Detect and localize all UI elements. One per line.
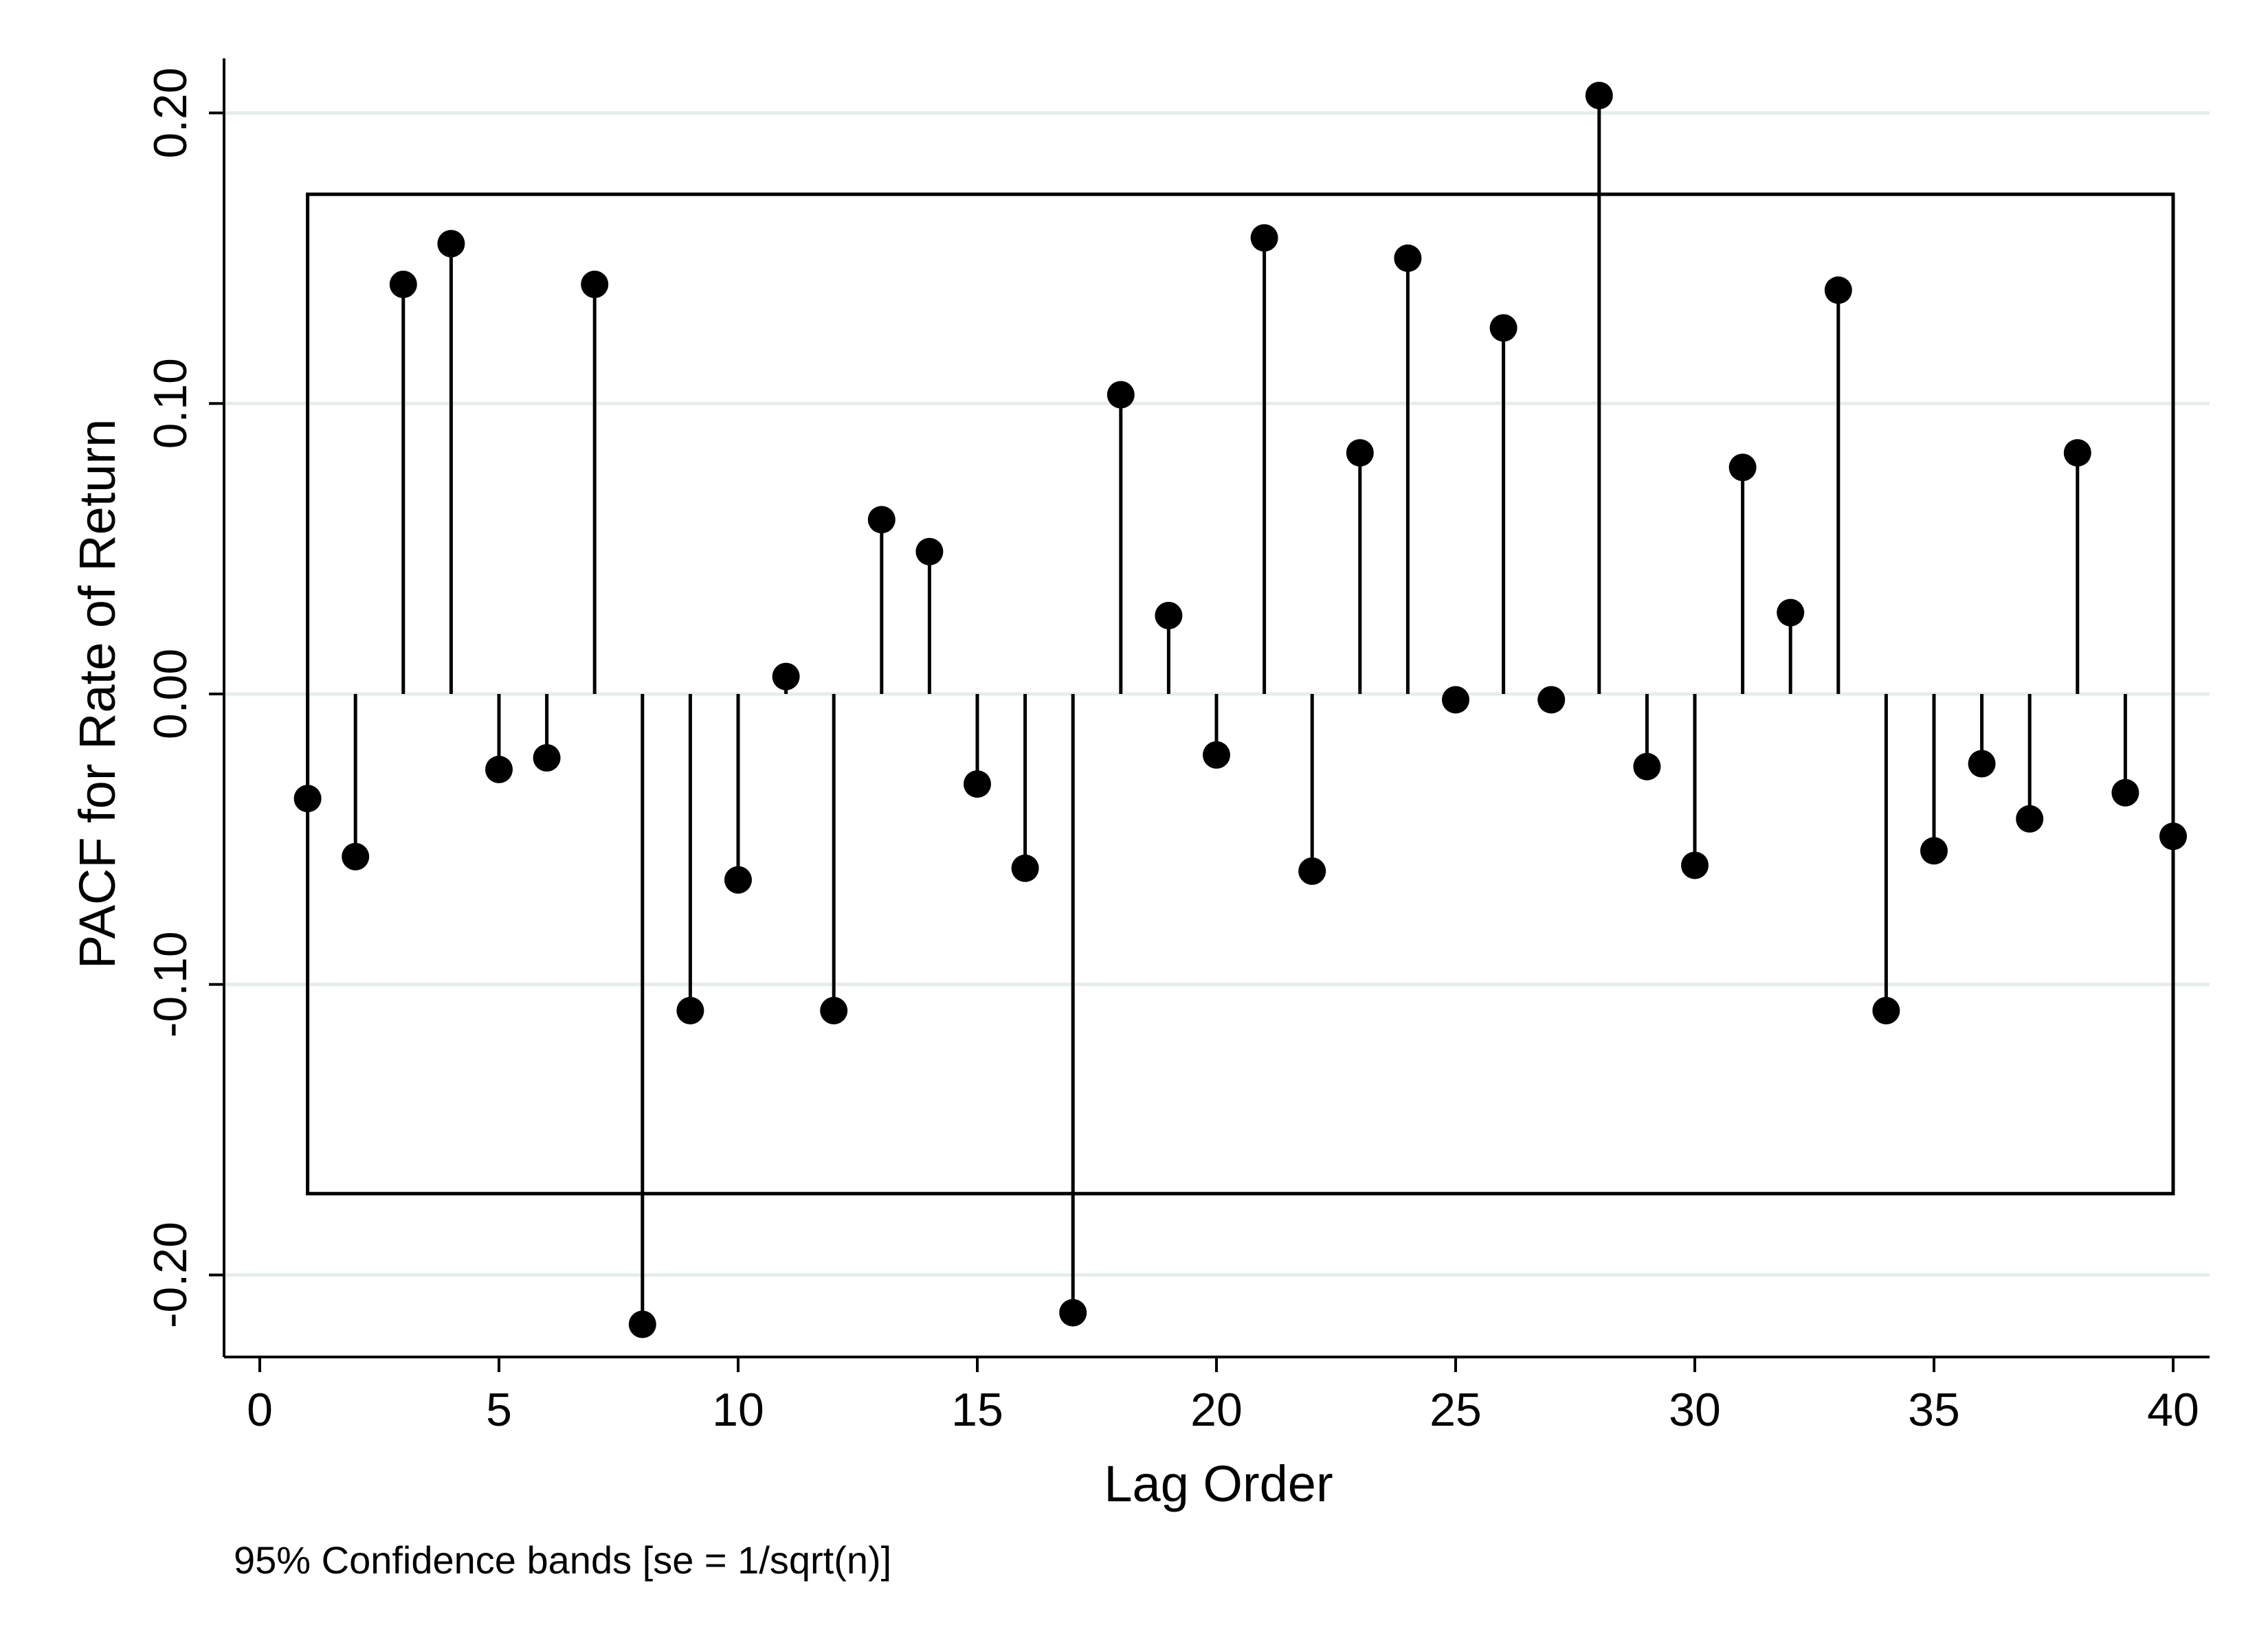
marker-lag-29 <box>1633 752 1661 781</box>
marker-lag-1 <box>293 785 322 813</box>
x-tick-label: 5 <box>486 1384 512 1436</box>
marker-lag-30 <box>1681 851 1709 879</box>
marker-lag-33 <box>1824 276 1852 304</box>
x-axis-title: Lag Order <box>1104 1455 1333 1512</box>
y-tick-label: 0.00 <box>144 649 197 739</box>
x-tick-label: 40 <box>2147 1384 2199 1436</box>
x-tick-label: 0 <box>247 1384 273 1436</box>
y-axis-title: PACF for Rate of Return <box>69 419 126 969</box>
marker-lag-18 <box>1107 381 1135 409</box>
marker-lag-32 <box>1777 598 1805 627</box>
marker-lag-17 <box>1059 1299 1087 1327</box>
marker-lag-8 <box>628 1310 656 1338</box>
marker-lag-9 <box>676 996 704 1024</box>
marker-lag-21 <box>1250 224 1278 252</box>
stems <box>306 96 2175 1325</box>
marker-lag-6 <box>533 744 561 772</box>
x-tick-label: 30 <box>1669 1384 1721 1436</box>
marker-lag-24 <box>1394 244 1422 272</box>
marker-lag-37 <box>2016 805 2044 833</box>
x-tick-label: 25 <box>1430 1384 1482 1436</box>
y-tick-label: 0.20 <box>144 67 197 158</box>
marker-lag-27 <box>1537 686 1566 714</box>
marker-lag-40 <box>2159 822 2187 851</box>
marker-lag-38 <box>2063 439 2091 467</box>
marker-lag-28 <box>1585 82 1613 110</box>
marker-lag-22 <box>1298 857 1326 885</box>
axes <box>209 58 2210 1372</box>
marker-lag-39 <box>2111 778 2139 807</box>
x-tick-label: 35 <box>1908 1384 1960 1436</box>
marker-lag-19 <box>1155 601 1183 629</box>
marker-lag-26 <box>1489 314 1517 342</box>
confidence-note: 95% Confidence bands [se = 1/sqrt(n)] <box>234 1538 891 1582</box>
markers <box>293 82 2187 1338</box>
y-tick-label: -0.20 <box>144 1222 197 1328</box>
y-tick-label: -0.10 <box>144 931 197 1037</box>
marker-lag-13 <box>867 506 896 534</box>
marker-lag-12 <box>820 996 848 1024</box>
marker-lag-4 <box>437 229 465 258</box>
marker-lag-14 <box>915 537 944 565</box>
marker-lag-36 <box>1968 750 1996 778</box>
marker-lag-20 <box>1203 741 1230 769</box>
marker-lag-31 <box>1728 453 1757 482</box>
marker-lag-10 <box>724 866 752 894</box>
x-tick-label: 10 <box>712 1384 764 1436</box>
marker-lag-7 <box>581 270 609 298</box>
marker-lag-15 <box>964 770 991 798</box>
x-tick-label: 20 <box>1190 1384 1243 1436</box>
marker-lag-3 <box>389 270 417 298</box>
tick-labels: 0.20 0.10 0.00 -0.10 -0.20 0 5 10 15 20 25 30 35 40 <box>144 67 2199 1436</box>
marker-lag-23 <box>1346 439 1374 467</box>
marker-lag-5 <box>485 755 513 783</box>
marker-lag-2 <box>342 842 370 871</box>
y-tick-label: 0.10 <box>144 358 197 449</box>
marker-lag-11 <box>772 662 800 691</box>
marker-lag-35 <box>1920 837 1948 865</box>
marker-lag-34 <box>1872 996 1900 1024</box>
marker-lag-25 <box>1442 686 1469 714</box>
marker-lag-16 <box>1011 854 1039 882</box>
x-tick-label: 15 <box>951 1384 1003 1436</box>
